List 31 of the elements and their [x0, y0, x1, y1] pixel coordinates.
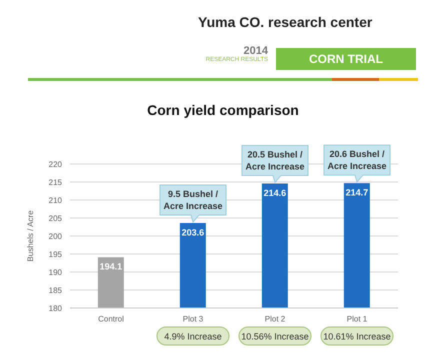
pill-label: 4.9% Increase — [156, 326, 230, 346]
y-tick-label: 195 — [48, 250, 63, 259]
y-tick-label: 180 — [48, 304, 63, 313]
y-tick-label: 210 — [48, 196, 63, 205]
x-tick-label: Plot 2 — [264, 314, 286, 324]
chart-subtitle: Yuma CO. research center — [198, 14, 372, 30]
y-tick-label: 205 — [48, 214, 63, 223]
annotation: 20.5 Bushel / Acre Increase — [245, 149, 305, 172]
pill-label: 10.56% Increase — [238, 326, 312, 346]
y-tick-label: 215 — [48, 178, 63, 187]
data-label: 203.6 — [182, 227, 204, 238]
callout-box: 20.5 Bushel / Acre Increase — [242, 144, 308, 184]
text: CORN TRIAL — [276, 48, 416, 70]
chart-title: Corn yield comparison — [146, 102, 300, 118]
y-tick-label: 220 — [48, 160, 63, 169]
callout-box: 20.6 Bushel / Acre Increase — [324, 144, 390, 184]
x-tick-label: Control — [98, 314, 124, 324]
pill-label: 10.61% Increase — [320, 326, 394, 346]
data-label: 214.6 — [264, 188, 286, 198]
y-axis-title: Bushels / Acre — [26, 210, 35, 262]
y-tick-label: 185 — [48, 286, 63, 295]
x-tick-label: Plot 3 — [182, 314, 204, 324]
data-label: 194.1 — [100, 262, 122, 272]
x-tick-label: Plot 1 — [346, 314, 368, 324]
annotation: 20.6 Bushel / Acre Increase — [327, 149, 387, 172]
text: 2014 — [244, 45, 268, 57]
y-tick-label: 200 — [48, 232, 63, 241]
y-tick-label: 190 — [48, 268, 63, 277]
data-label: 214.7 — [346, 187, 368, 198]
annotation: 9.5 Bushel / Acre Increase — [163, 189, 223, 212]
callout-box: 9.5 Bushel / Acre Increase — [160, 184, 226, 224]
